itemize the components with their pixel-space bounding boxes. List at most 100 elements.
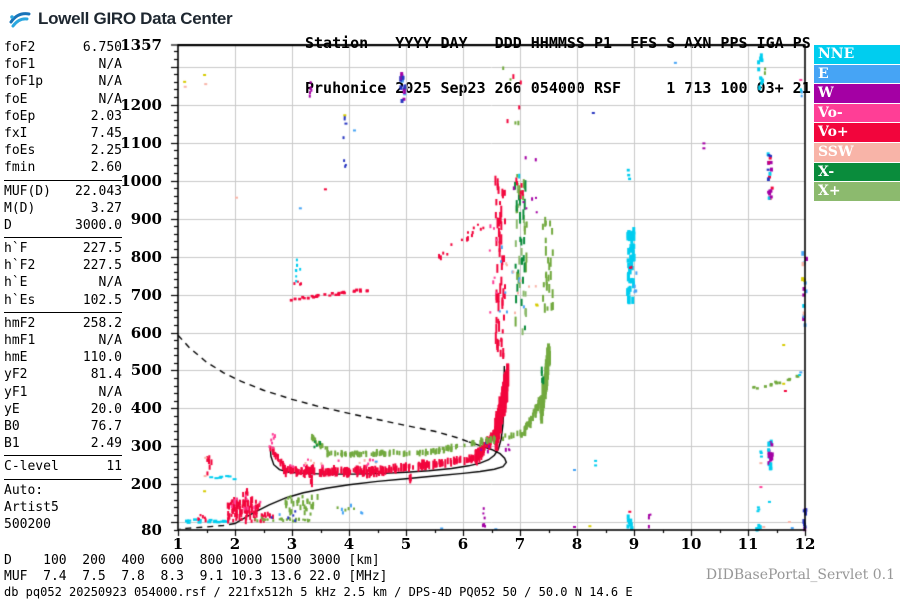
servlet-watermark: DIDBasePortal_Servlet 0.1 bbox=[705, 567, 895, 583]
param-value: N/A bbox=[98, 275, 122, 291]
param-row-hmF2: hmF2 258.2 bbox=[4, 315, 122, 332]
legend-item-W: W bbox=[814, 84, 900, 103]
param-row-hE: h`E N/A bbox=[4, 274, 122, 291]
divider bbox=[4, 455, 122, 457]
x-tick-label: 4 bbox=[343, 535, 355, 553]
param-row-foEp: foEp 2.03 bbox=[4, 108, 122, 125]
param-label: yF1 bbox=[4, 384, 28, 400]
param-value: 7.45 bbox=[90, 125, 122, 141]
x-tick-label: 7 bbox=[514, 535, 526, 553]
param-row-hF: h`F 227.5 bbox=[4, 240, 122, 257]
y-tick-label: 700 bbox=[130, 285, 162, 304]
param-label: h`E bbox=[4, 275, 28, 291]
legend-label: W bbox=[818, 85, 834, 102]
muf-row: MUF 7.4 7.5 7.8 8.3 9.1 10.3 13.6 22.0 [… bbox=[4, 569, 388, 584]
param-label: MUF(D) bbox=[4, 183, 51, 199]
x-tick-label: 3 bbox=[286, 535, 298, 553]
y-tick-label: 200 bbox=[130, 475, 162, 494]
auto-scaling-line: 500200 bbox=[4, 516, 51, 532]
param-value: 227.5 bbox=[82, 241, 122, 257]
param-value: N/A bbox=[98, 57, 122, 73]
y-tick-label: 80 bbox=[141, 521, 162, 539]
param-label: M(D) bbox=[4, 200, 36, 216]
logo-text: Lowell GIRO Data Center bbox=[38, 9, 233, 28]
param-label: B0 bbox=[4, 418, 20, 434]
param-row-MUFD: MUF(D) 22.043 bbox=[4, 183, 122, 200]
param-label: hmF2 bbox=[4, 315, 36, 331]
param-label: yF2 bbox=[4, 367, 28, 383]
ionogram-canvas bbox=[164, 39, 816, 539]
param-value: N/A bbox=[98, 91, 122, 107]
param-row-hmF1: hmF1 N/A bbox=[4, 332, 122, 349]
param-value: 81.4 bbox=[90, 367, 122, 383]
y-tick-label: 1200 bbox=[120, 95, 162, 114]
param-value: 20.0 bbox=[90, 401, 122, 417]
legend-label: Vo- bbox=[818, 104, 843, 121]
divider bbox=[4, 237, 122, 239]
x-tick-label: 11 bbox=[737, 535, 759, 553]
legend-item-E: E bbox=[814, 64, 900, 84]
auto-scaling-line: Artist5 bbox=[4, 499, 59, 515]
param-row-hF2: h`F2 227.5 bbox=[4, 257, 122, 274]
param-row-fmin: fmin 2.60 bbox=[4, 159, 122, 176]
param-value: 11 bbox=[106, 459, 122, 475]
y-tick-label: 300 bbox=[130, 437, 162, 456]
divider bbox=[4, 311, 122, 313]
param-row-B1: B1 2.49 bbox=[4, 435, 122, 452]
y-tick-label: 800 bbox=[130, 247, 162, 266]
divider bbox=[4, 179, 122, 181]
param-label: h`Es bbox=[4, 292, 36, 308]
x-tick-label: 9 bbox=[628, 535, 640, 553]
legend-item-X: X- bbox=[814, 162, 900, 182]
x-tick-label: 12 bbox=[794, 535, 816, 553]
param-value: 2.25 bbox=[90, 143, 122, 159]
x-tick-label: 1 bbox=[172, 535, 184, 553]
param-row-fxI: fxI 7.45 bbox=[4, 125, 122, 142]
param-value: 3000.0 bbox=[75, 217, 122, 233]
x-tick-label: 6 bbox=[457, 535, 469, 553]
param-row-foF2: foF2 6.750 bbox=[4, 39, 122, 56]
param-value: N/A bbox=[98, 384, 122, 400]
legend-label: SSW bbox=[818, 144, 854, 160]
legend-item-Vo: Vo- bbox=[814, 103, 900, 123]
param-label: D bbox=[4, 217, 12, 233]
legend-label: NNE bbox=[818, 46, 855, 62]
param-row-yF2: yF2 81.4 bbox=[4, 366, 122, 383]
param-value: 2.03 bbox=[90, 108, 122, 124]
param-label: hmF1 bbox=[4, 333, 36, 348]
legend-label: X+ bbox=[818, 183, 841, 200]
y-tick-label: 400 bbox=[130, 399, 162, 418]
param-label: h`F bbox=[4, 241, 28, 257]
param-label: h`F2 bbox=[4, 258, 36, 274]
param-row-foF1: foF1 N/A bbox=[4, 56, 122, 73]
x-tick-label: 8 bbox=[571, 535, 583, 553]
param-label: hmE bbox=[4, 350, 28, 366]
param-label: B1 bbox=[4, 436, 20, 452]
param-row-Clevel: C-level 11 bbox=[4, 458, 122, 475]
param-value: N/A bbox=[98, 74, 122, 90]
param-label: fmin bbox=[4, 160, 36, 176]
param-label: foF1p bbox=[4, 74, 44, 90]
param-row-foF1p: foF1p N/A bbox=[4, 73, 122, 90]
param-row-yF1: yF1 N/A bbox=[4, 384, 122, 401]
giro-wave-icon bbox=[8, 5, 34, 33]
legend-item-X: X+ bbox=[814, 182, 900, 201]
param-row-yE: yE 20.0 bbox=[4, 401, 122, 418]
legend-item-Vo: Vo+ bbox=[814, 123, 900, 142]
parameter-panel: foF2 6.750 foF1 N/A foF1p N/A foE N/A foEp 2.03 fx… bbox=[4, 39, 122, 533]
legend-item-NNE: NNE bbox=[814, 45, 900, 64]
param-value: 2.49 bbox=[90, 436, 122, 452]
legend-label: X- bbox=[818, 163, 835, 180]
x-tick-label: 5 bbox=[400, 535, 412, 553]
param-value: 227.5 bbox=[82, 258, 122, 274]
x-tick-label: 2 bbox=[229, 535, 241, 553]
lowell-giro-logo: Lowell GIRO Data Center bbox=[8, 5, 233, 33]
param-row-hEs: h`Es 102.5 bbox=[4, 292, 122, 309]
param-value: N/A bbox=[98, 333, 122, 348]
param-value: 3.27 bbox=[90, 200, 122, 216]
divider bbox=[4, 478, 122, 480]
param-value: 22.043 bbox=[75, 183, 122, 199]
param-label: foEs bbox=[4, 143, 36, 159]
y-tick-label: 500 bbox=[130, 361, 162, 380]
